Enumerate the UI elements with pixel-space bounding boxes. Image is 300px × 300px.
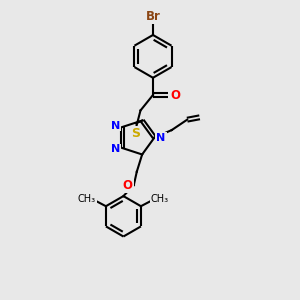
Text: CH₃: CH₃ bbox=[78, 194, 96, 204]
Text: N: N bbox=[111, 121, 120, 130]
Text: O: O bbox=[123, 178, 133, 192]
Text: CH₃: CH₃ bbox=[151, 194, 169, 204]
Text: O: O bbox=[170, 88, 180, 101]
Text: S: S bbox=[131, 127, 140, 140]
Text: N: N bbox=[156, 133, 166, 142]
Text: N: N bbox=[111, 145, 120, 154]
Text: Br: Br bbox=[146, 10, 160, 23]
